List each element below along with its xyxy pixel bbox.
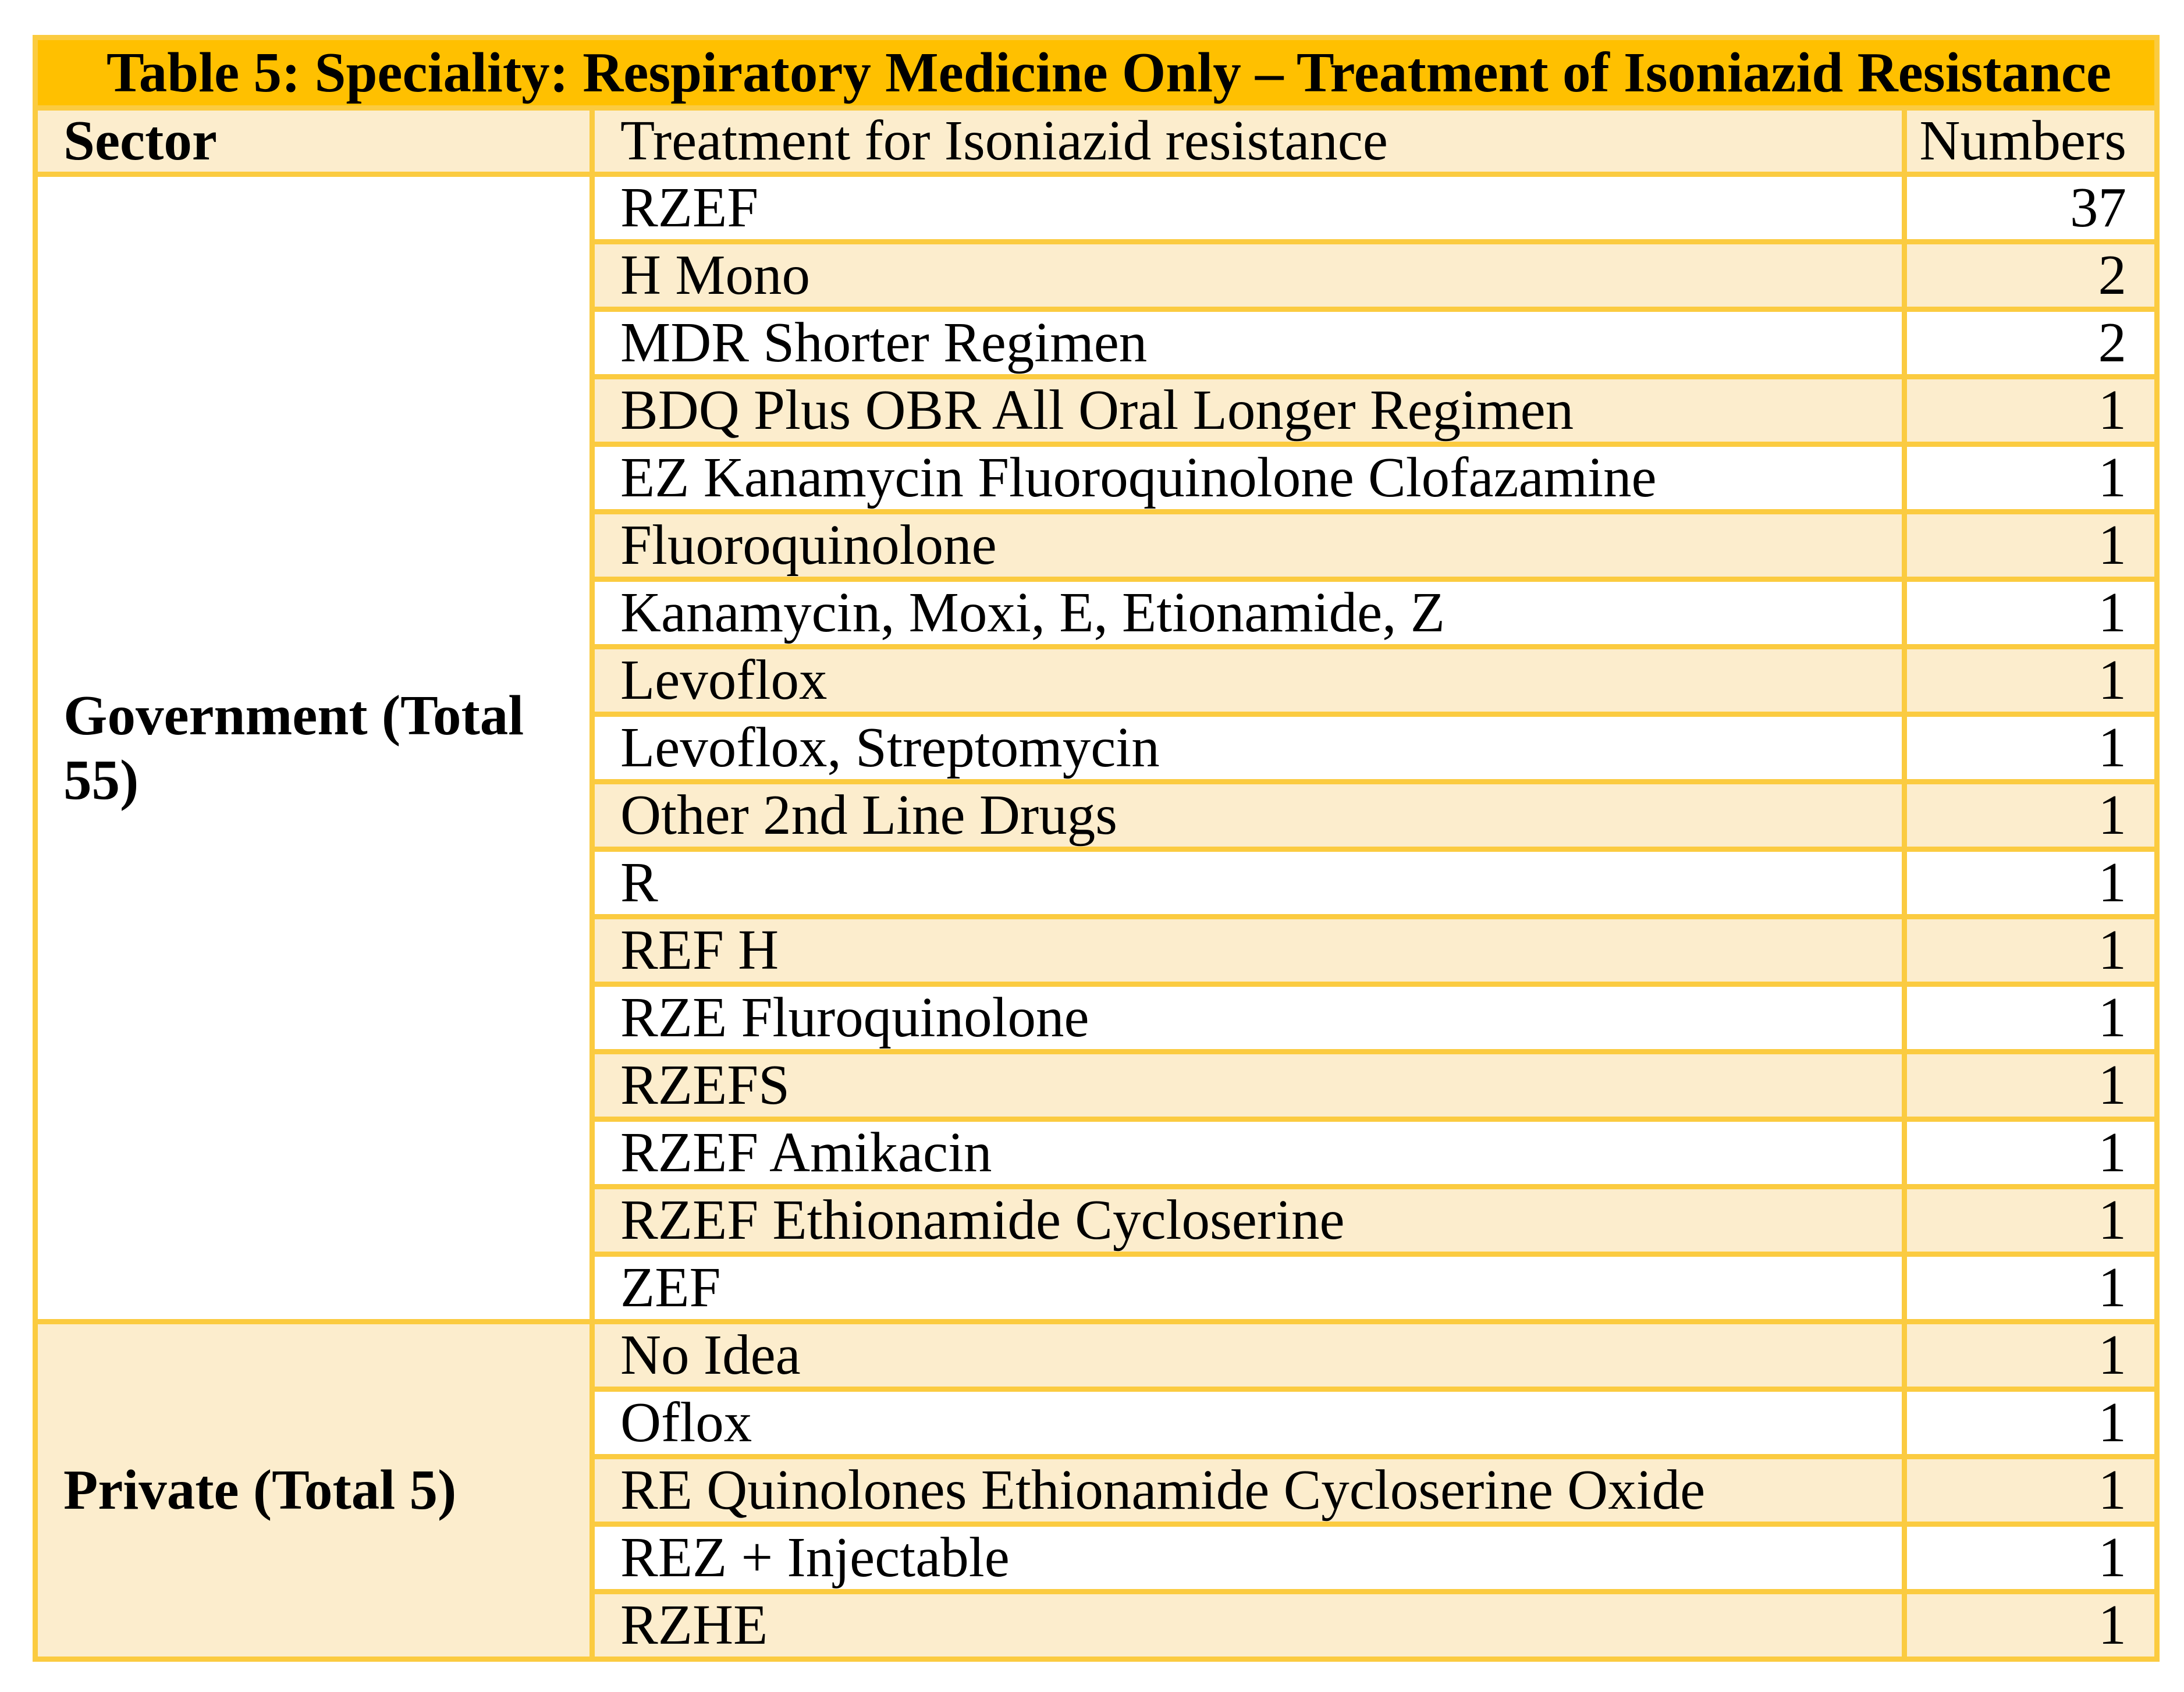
table-row: Levoflox 1 [35,644,2160,717]
number-cell: 1 [1901,981,2160,1054]
table-row: REZ + Injectable 1 [35,1521,2160,1594]
treatment-cell: ZEF [589,1251,1907,1324]
sector-cell: Government (Total 55) [33,171,595,1324]
number-cell: 1 [1901,846,2160,919]
number-cell: 1 [1901,1453,2160,1527]
treatment-cell: Kanamycin, Moxi, E, Etionamide, Z [589,576,1907,649]
table-row: Other 2nd Line Drugs 1 [35,779,2160,852]
table-row: RZEF Ethionamide Cycloserine 1 [35,1183,2160,1257]
treatment-cell: RZHE [589,1588,1907,1662]
number-cell: 1 [1901,441,2160,514]
treatment-cell: H Mono [589,239,1907,312]
table-row: ZEF 1 [35,1251,2160,1324]
number-cell: 2 [1901,239,2160,312]
table-row: H Mono 2 [35,239,2160,312]
number-cell: 1 [1901,1251,2160,1324]
number-cell: 1 [1901,374,2160,447]
number-cell: 37 [1901,171,2160,244]
number-cell: 1 [1901,509,2160,582]
treatment-cell: BDQ Plus OBR All Oral Longer Regimen [589,374,1907,447]
number-cell: 1 [1901,1116,2160,1189]
table-row: RZHE 1 [35,1588,2160,1662]
table-row: Oflox 1 [35,1386,2160,1459]
header-row: Sector Treatment for Isoniazid resistanc… [33,105,2160,177]
treatment-cell: RE Quinolones Ethionamide Cycloserine Ox… [589,1453,1907,1527]
treatment-cell: R [589,846,1907,919]
table-row: MDR Shorter Regimen 2 [35,306,2160,379]
treatment-cell: RZE Fluroquinolone [589,981,1907,1054]
number-cell: 1 [1901,1183,2160,1257]
table-body: Government (Total 55) RZEF 37 H Mono 2 MDR Sh… [33,171,2160,1662]
table-row: RZE Fluroquinolone 1 [35,981,2160,1054]
table-row: Fluoroquinolone 1 [35,509,2160,582]
number-cell: 1 [1901,779,2160,852]
column-header-sector: Sector [33,105,595,177]
number-cell: 1 [1901,1318,2160,1392]
treatment-cell: Levoflox [589,644,1907,717]
number-cell: 1 [1901,711,2160,784]
number-cell: 2 [1901,306,2160,379]
treatment-cell: RZEF [589,171,1907,244]
treatment-cell: MDR Shorter Regimen [589,306,1907,379]
column-header-treatment: Treatment for Isoniazid resistance [589,105,1907,177]
number-cell: 1 [1901,1386,2160,1459]
treatment-cell: RZEF Ethionamide Cycloserine [589,1183,1907,1257]
treatment-cell: No Idea [589,1318,1907,1392]
number-cell: 1 [1901,1588,2160,1662]
treatment-cell: Oflox [589,1386,1907,1459]
number-cell: 1 [1901,913,2160,987]
treatment-cell: Levoflox, Streptomycin [589,711,1907,784]
table-row: RZEFS 1 [35,1048,2160,1122]
table-row: BDQ Plus OBR All Oral Longer Regimen 1 [35,374,2160,447]
table-row: EZ Kanamycin Fluoroquinolone Clofazamine… [35,441,2160,514]
treatment-cell: RZEFS [589,1048,1907,1122]
number-cell: 1 [1901,576,2160,649]
treatment-cell: Fluoroquinolone [589,509,1907,582]
treatment-cell: EZ Kanamycin Fluoroquinolone Clofazamine [589,441,1907,514]
treatment-cell: REF H [589,913,1907,987]
table-row: Private (Total 5) No Idea 1 [33,1318,2160,1662]
table-container: Table 5: Speciality: Respiratory Medicin… [32,35,2160,1662]
treatment-cell: Other 2nd Line Drugs [589,779,1907,852]
column-header-numbers: Numbers [1901,105,2160,177]
table-title: Table 5: Speciality: Respiratory Medicin… [32,35,2160,111]
number-cell: 1 [1901,1048,2160,1122]
treatment-cell: RZEF Amikacin [589,1116,1907,1189]
table-5-isoniazid-resistance: Table 5: Speciality: Respiratory Medicin… [32,35,2160,1662]
number-cell: 1 [1901,644,2160,717]
sector-cell: Private (Total 5) [33,1318,595,1662]
table-row: RE Quinolones Ethionamide Cycloserine Ox… [35,1453,2160,1527]
title-row: Table 5: Speciality: Respiratory Medicin… [32,35,2160,111]
treatment-cell: REZ + Injectable [589,1521,1907,1594]
table-row: Levoflox, Streptomycin 1 [35,711,2160,784]
table-row: Government (Total 55) RZEF 37 [33,171,2160,1324]
number-cell: 1 [1901,1521,2160,1594]
table-row: RZEF Amikacin 1 [35,1116,2160,1189]
